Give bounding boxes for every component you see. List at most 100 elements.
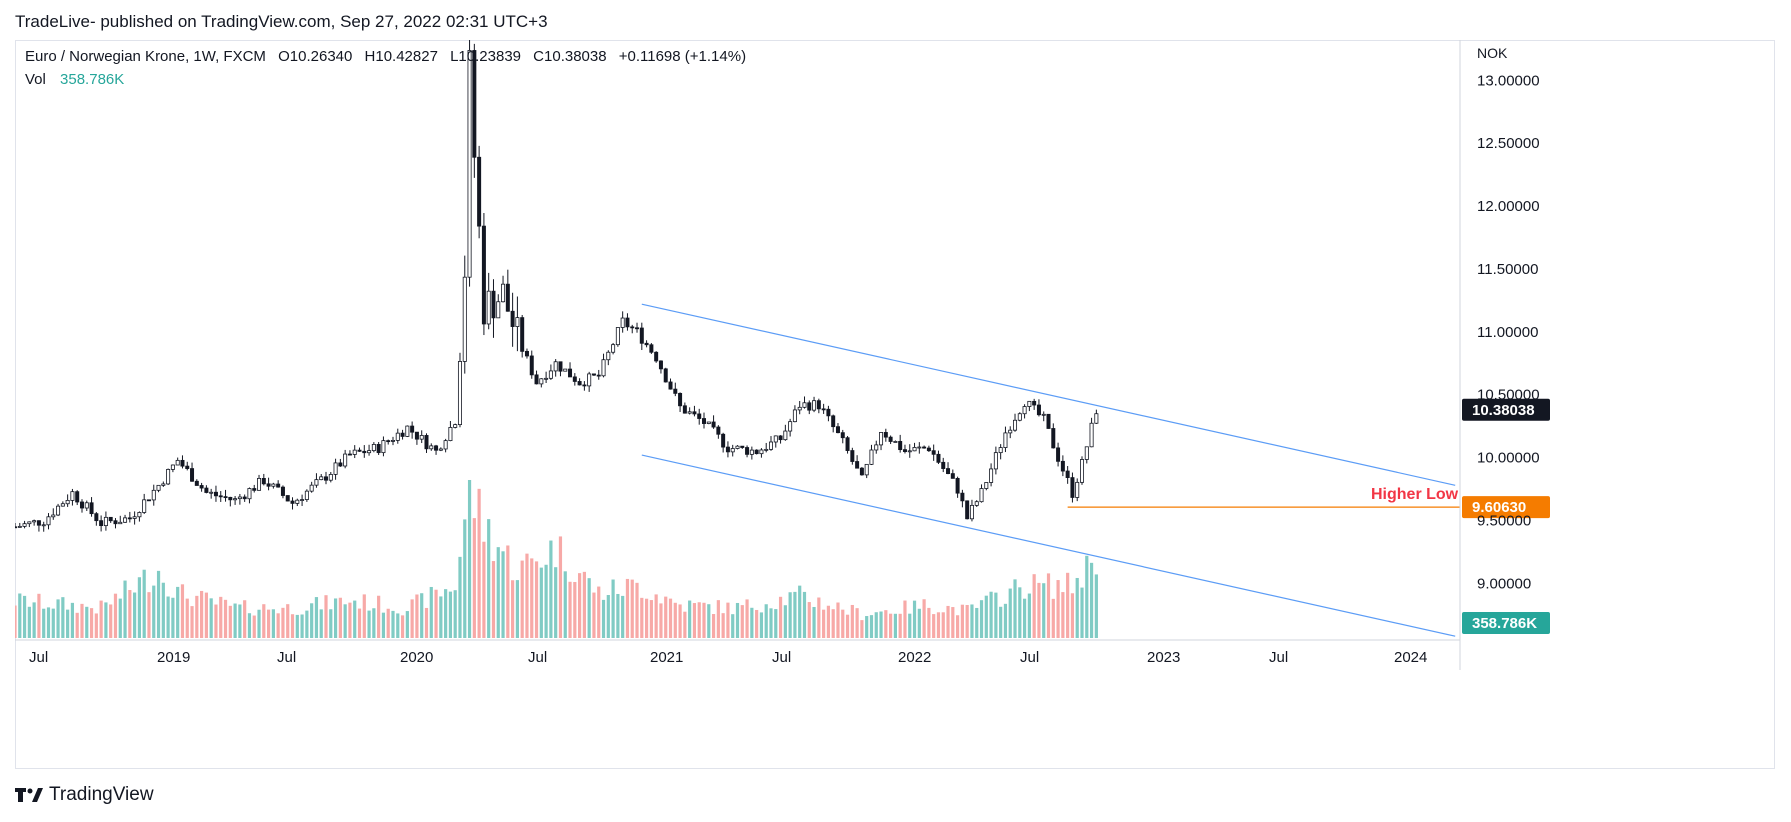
candle-body <box>1017 413 1022 421</box>
candle-body <box>467 50 472 278</box>
volume-bar <box>70 602 75 638</box>
volume-bar <box>1013 579 1017 638</box>
candle-body <box>123 517 128 523</box>
candle-body <box>668 381 673 390</box>
candle-body <box>673 388 678 394</box>
candle-body <box>1051 428 1056 449</box>
tradingview-logo[interactable]: TradingView <box>15 784 154 806</box>
candle-body <box>678 392 683 407</box>
volume-bar <box>381 612 386 638</box>
candle-body <box>936 453 941 463</box>
candle-body <box>505 283 510 312</box>
volume-bar <box>1046 573 1051 638</box>
legend-symbol: Euro / Norwegian Krone, 1W, FXCM <box>25 48 266 65</box>
candle-body <box>563 368 568 372</box>
volume-bar <box>644 598 649 638</box>
candlestick-chart[interactable]: Higher Low 10.38038 9.60630 358.786K NOK 13.… <box>15 40 1775 770</box>
x-tick-label: Jul <box>772 649 791 666</box>
candle-body <box>118 521 123 525</box>
candle-body <box>654 351 659 362</box>
candle-body <box>773 435 778 443</box>
volume-bar <box>659 603 663 638</box>
candle-body <box>367 450 372 454</box>
candle-body <box>639 327 644 344</box>
candle-body <box>343 453 348 467</box>
volume-bar <box>582 571 586 638</box>
volume-bar <box>999 606 1003 638</box>
volume-bar <box>491 561 496 638</box>
candle-body <box>486 290 491 325</box>
candle-body <box>89 502 94 515</box>
candle-body <box>663 368 668 383</box>
volume-bar <box>300 614 304 638</box>
volume-bar <box>798 585 802 638</box>
volume-bar <box>353 600 357 638</box>
candle-body <box>457 361 462 426</box>
volume-tag-bg <box>1462 612 1550 634</box>
candle-body <box>1075 481 1080 498</box>
candle-body <box>376 444 381 454</box>
volume-bar <box>482 541 486 638</box>
volume-bar <box>563 571 567 638</box>
volume-bar <box>219 596 223 638</box>
candle-body <box>840 432 845 439</box>
candle-body <box>706 421 711 424</box>
candle-body <box>218 495 223 498</box>
candle-body <box>735 445 740 449</box>
candle-body <box>472 50 477 158</box>
candle-body <box>146 499 151 502</box>
volume-bar <box>118 598 122 638</box>
candle-body <box>137 512 142 518</box>
publish-line: TradeLive- published on TradingView.com,… <box>15 12 548 31</box>
y-tick-label: 10.00000 <box>1477 450 1540 467</box>
candle-body <box>544 377 549 380</box>
candle-body <box>510 310 515 327</box>
candle-body <box>788 421 793 432</box>
candle-body <box>635 327 640 330</box>
candle-body <box>611 344 616 353</box>
candle-body <box>127 517 132 520</box>
candle-body <box>917 446 922 449</box>
volume-bar <box>702 602 706 638</box>
candle-body <box>759 449 764 455</box>
candle-body <box>113 520 118 525</box>
volume-bar <box>822 609 826 638</box>
candle-body <box>448 427 453 442</box>
candle-body <box>333 462 338 475</box>
volume-bar <box>152 585 156 638</box>
volume-bar <box>424 607 429 638</box>
candle-body <box>175 459 180 466</box>
volume-bar <box>740 605 744 638</box>
candle-body <box>295 499 300 504</box>
volume-bar <box>324 595 328 638</box>
candle-body <box>883 432 888 438</box>
candle-body <box>797 406 802 411</box>
candle-body <box>697 413 702 419</box>
candle-body <box>529 355 534 376</box>
candle-body <box>271 483 276 487</box>
candle-body <box>94 513 99 522</box>
candle-body <box>190 468 195 482</box>
candle-body <box>950 473 955 479</box>
candle-body <box>682 405 687 414</box>
volume-bar <box>764 604 768 638</box>
volume-bar <box>257 609 261 638</box>
volume-bar <box>51 608 55 638</box>
channel-upper-line <box>641 303 1456 486</box>
candle-body <box>180 459 185 467</box>
candle-body <box>568 368 573 378</box>
volume-bar <box>233 603 237 638</box>
volume-bar <box>616 593 620 638</box>
volume-bar <box>649 600 653 638</box>
x-tick-label: 2024 <box>1394 649 1427 666</box>
volume-bar <box>80 603 84 638</box>
candle-body <box>75 491 80 503</box>
volume-bar <box>692 603 697 638</box>
volume-bar <box>357 608 362 638</box>
volume-bar <box>869 615 874 638</box>
volume-bar <box>348 602 352 638</box>
volume-bar <box>128 590 132 638</box>
volume-bar <box>161 582 165 638</box>
candle-body <box>831 415 836 428</box>
volume-bar <box>429 586 433 638</box>
